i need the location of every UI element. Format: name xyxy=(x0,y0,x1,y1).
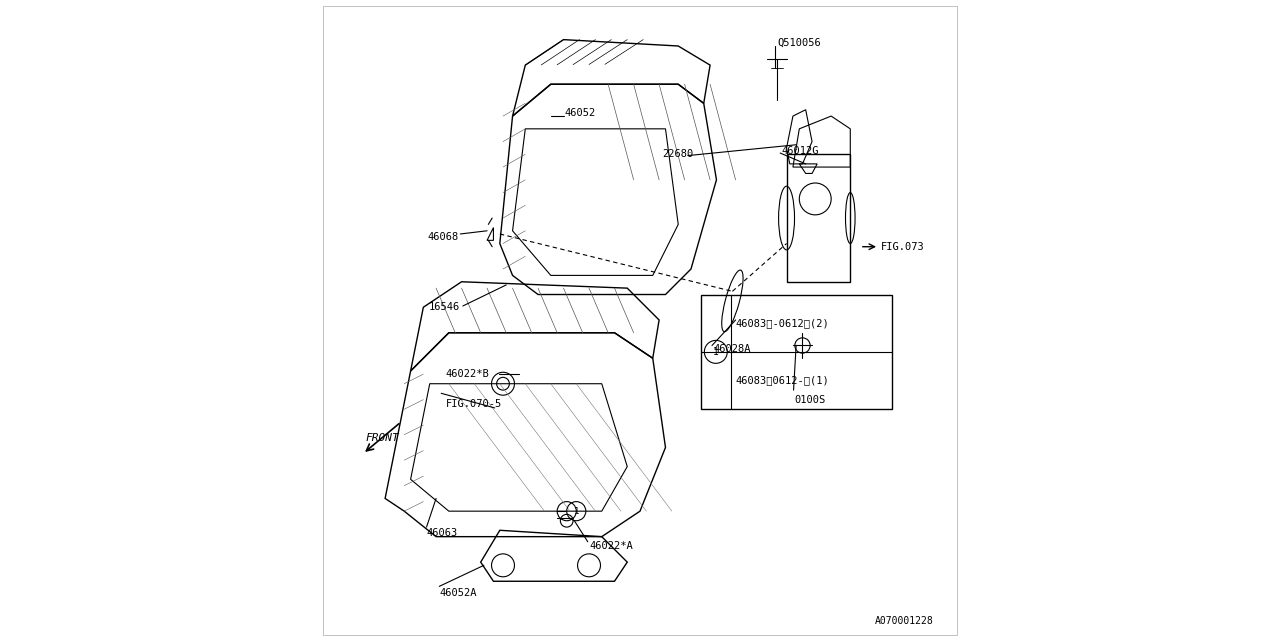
Text: A070001228: A070001228 xyxy=(874,616,933,626)
Text: 46052: 46052 xyxy=(564,108,596,118)
Text: 16546: 16546 xyxy=(429,302,461,312)
Text: 1: 1 xyxy=(573,507,579,516)
Text: 46028A: 46028A xyxy=(713,344,751,354)
Text: 46063: 46063 xyxy=(426,529,458,538)
Text: 0100S: 0100S xyxy=(795,395,826,404)
Text: 46022*B: 46022*B xyxy=(445,369,489,379)
Text: 46083「-0612」(2): 46083「-0612」(2) xyxy=(736,318,829,328)
Text: FIG.070-5: FIG.070-5 xyxy=(445,399,502,409)
Text: 46083「0612-」(1): 46083「0612-」(1) xyxy=(736,376,829,385)
Text: 46052A: 46052A xyxy=(439,588,476,598)
Text: 46012G: 46012G xyxy=(782,146,819,156)
Text: 46022*A: 46022*A xyxy=(589,541,632,551)
Text: Q510056: Q510056 xyxy=(777,38,820,48)
Text: 46068: 46068 xyxy=(428,232,458,242)
Text: FRONT: FRONT xyxy=(365,433,399,443)
Text: 22680: 22680 xyxy=(662,149,694,159)
Text: 1: 1 xyxy=(713,347,719,357)
Text: FIG.073: FIG.073 xyxy=(881,242,924,252)
